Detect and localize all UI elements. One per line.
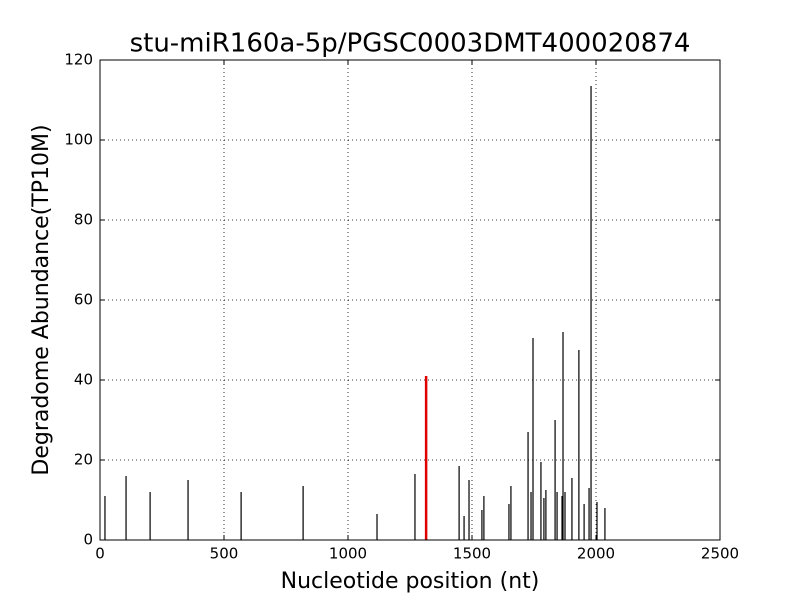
y-tick-label: 80 [74,211,93,229]
x-tick-label: 0 [95,545,105,563]
x-tick-label: 2000 [577,545,615,563]
y-tick-label: 60 [74,291,93,309]
plot-frame [99,59,721,541]
y-axis-label: Degradome Abundance(TP10M) [29,124,54,475]
y-tick-label: 20 [74,451,93,469]
chart-title: stu-miR160a-5p/PGSC0003DMT400020874 [130,29,691,59]
y-tick-label: 120 [64,51,93,69]
x-tick-label: 1500 [453,545,491,563]
y-tick-label: 0 [83,531,93,549]
x-tick-label: 500 [210,545,239,563]
y-tick-label: 40 [74,371,93,389]
x-tick-label: 2500 [701,545,739,563]
y-tick-label: 100 [64,131,93,149]
x-axis-label: Nucleotide position (nt) [281,569,540,594]
x-tick-label: 1000 [329,545,367,563]
